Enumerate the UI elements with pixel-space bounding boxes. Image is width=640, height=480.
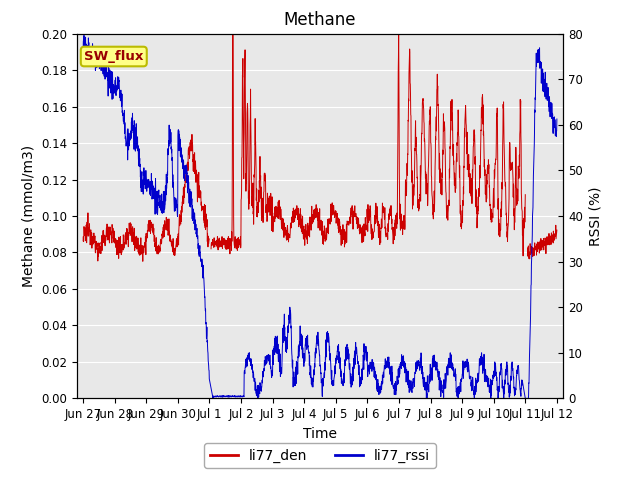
Y-axis label: Methane (mmol/m3): Methane (mmol/m3) (21, 145, 35, 287)
X-axis label: Time: Time (303, 427, 337, 441)
Text: SW_flux: SW_flux (84, 50, 143, 63)
Legend: li77_den, li77_rssi: li77_den, li77_rssi (204, 443, 436, 468)
Title: Methane: Methane (284, 11, 356, 29)
Y-axis label: RSSI (%): RSSI (%) (589, 186, 602, 246)
